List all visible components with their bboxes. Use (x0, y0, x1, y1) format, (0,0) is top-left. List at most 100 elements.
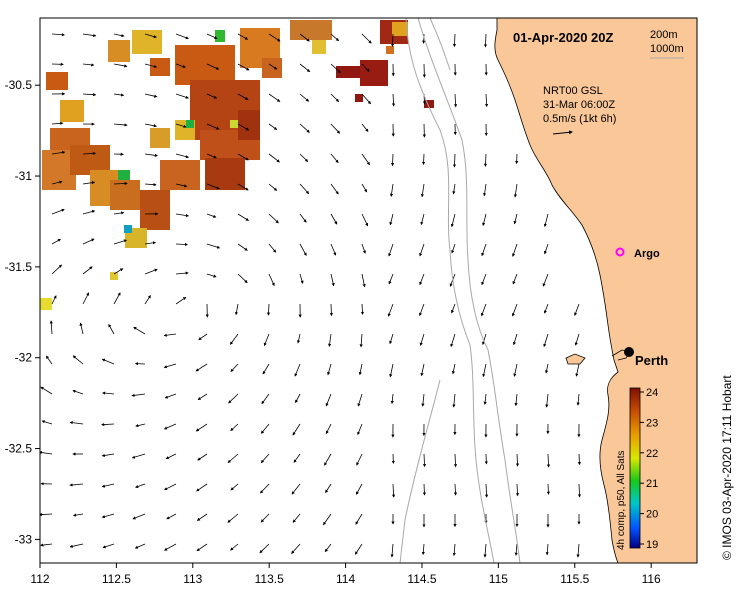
current-vector (483, 153, 488, 167)
current-vector (113, 211, 125, 215)
x-tick-label: 115 (489, 572, 508, 586)
current-vector (513, 363, 518, 377)
current-vector (175, 153, 190, 159)
credit-text: © IMOS 03-Apr-2020 17:11 Hobart (720, 375, 734, 560)
current-vector (513, 213, 518, 225)
current-vector (51, 264, 63, 275)
isobath-label-1000: 1000m (650, 43, 684, 55)
current-vector (195, 423, 208, 432)
current-vector (175, 271, 189, 275)
current-vector (144, 241, 157, 245)
current-vector (391, 93, 396, 107)
current-vector (51, 150, 66, 155)
current-vector (420, 363, 425, 377)
current-vector (51, 121, 64, 125)
current-vector (577, 483, 582, 498)
current-vector (40, 450, 53, 455)
current-vector (327, 363, 332, 376)
current-vector (259, 483, 270, 494)
x-tick-label: 115.5 (560, 572, 589, 586)
current-vector (453, 453, 458, 468)
current-vector (543, 333, 549, 348)
current-vector (237, 153, 249, 161)
current-vector (206, 123, 220, 130)
current-vector (422, 453, 427, 468)
current-vector (577, 453, 581, 466)
current-vector (355, 513, 363, 525)
current-vector (389, 213, 394, 226)
current-vector (422, 153, 426, 165)
current-vector (113, 239, 128, 245)
current-vector (131, 453, 146, 459)
current-vector (82, 209, 96, 215)
current-vector (51, 295, 57, 305)
current-vector (388, 273, 394, 285)
current-vector (268, 153, 280, 163)
argo-marker (615, 247, 625, 257)
current-vector (237, 183, 249, 191)
current-vector (101, 513, 115, 519)
current-vector (421, 543, 425, 556)
current-vector (299, 273, 304, 284)
current-vector (113, 123, 128, 127)
current-vector (108, 323, 115, 335)
perth-label: Perth (635, 353, 668, 368)
current-vector (512, 243, 518, 257)
current-vector (291, 543, 301, 554)
current-vector (40, 543, 53, 547)
current-vector (330, 153, 339, 164)
current-vector (175, 213, 190, 218)
current-vector (263, 333, 270, 347)
current-vector (324, 543, 332, 553)
colorbar-tick-label: 19 (646, 539, 658, 551)
current-vector (330, 273, 335, 287)
current-vector (330, 33, 340, 42)
current-vector (101, 358, 115, 365)
current-vector (268, 33, 281, 42)
current-vector (144, 268, 158, 275)
current-vector (390, 543, 394, 558)
current-vector (361, 153, 370, 166)
current-vector (299, 153, 309, 162)
current-vector (361, 93, 372, 105)
current-vector (295, 393, 301, 404)
vector-scale-label: 0.5m/s (1kt 6h) (543, 113, 616, 125)
current-vector (451, 363, 456, 375)
current-vector (419, 303, 425, 317)
current-vector (260, 513, 270, 523)
current-vector (144, 153, 158, 157)
current-vector (575, 363, 580, 377)
current-vector (546, 483, 550, 495)
current-vector (328, 333, 332, 347)
current-vector (453, 483, 458, 496)
current-vector (481, 273, 487, 286)
current-vector (230, 363, 239, 372)
current-vector (330, 123, 341, 134)
current-vector (163, 423, 177, 430)
current-vector (268, 213, 279, 224)
current-vector (515, 483, 520, 497)
current-vector (72, 513, 84, 517)
current-vector (72, 355, 84, 365)
current-vector (51, 238, 61, 245)
current-vector (197, 393, 208, 401)
current-vector (299, 93, 310, 102)
current-vector (206, 243, 221, 249)
x-tick-label: 112 (30, 572, 49, 586)
current-vector (268, 183, 278, 191)
current-vector (195, 363, 208, 372)
current-vector (356, 483, 363, 495)
current-vector (144, 93, 158, 98)
current-vector (389, 333, 394, 345)
current-vector (299, 63, 311, 73)
current-vector (357, 393, 363, 407)
current-vector (484, 93, 489, 108)
current-vector (514, 393, 518, 407)
current-vector (163, 483, 177, 491)
current-vector (268, 123, 278, 130)
current-vector (113, 292, 121, 305)
current-vector (79, 322, 84, 335)
current-vector (163, 363, 177, 369)
current-vector (299, 183, 310, 195)
